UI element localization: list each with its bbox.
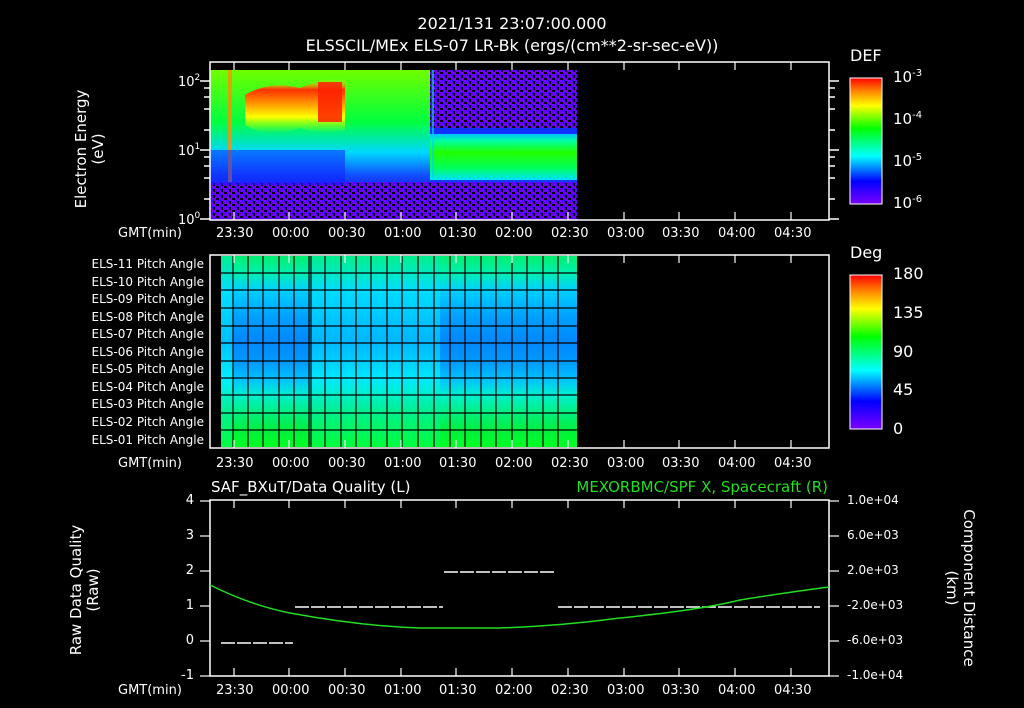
energy-tick-10: 101 [178, 142, 200, 159]
time-tick: 03:30 [662, 226, 700, 241]
time-axis-ticks [233, 62, 792, 676]
data-quality-axis-label: Raw Data Quality (Raw) [67, 510, 102, 670]
def-tick-1e-4: 10-4 [893, 110, 923, 128]
time-tick: 03:30 [662, 456, 700, 471]
dq-tick: 0 [185, 633, 194, 648]
pitch-row-label: ELS-10 Pitch Angle [91, 275, 204, 289]
time-axis-label-3: GMT(min) [118, 683, 182, 698]
time-tick: 00:30 [328, 456, 366, 471]
distance-tick: -6.0e+03 [847, 633, 904, 647]
plot-subtitle: ELSSCIL/MEx ELS-07 LR-Bk (ergs/(cm**2-sr… [305, 36, 719, 55]
deg-colorbar-title: Deg [850, 243, 883, 262]
time-tick: 04:00 [718, 456, 756, 471]
panel1-frame [209, 61, 830, 221]
dq-tick: 3 [185, 528, 194, 543]
distance-axis-label-line1: Component Distance [960, 509, 978, 667]
pitch-row-label: ELS-05 Pitch Angle [91, 362, 204, 376]
time-tick: 04:30 [774, 683, 812, 698]
deg-tick: 90 [893, 342, 914, 361]
data-quality-series [221, 571, 820, 644]
time-tick: 02:30 [551, 226, 589, 241]
spacecraft-x-series [209, 584, 830, 629]
time-tick: 03:00 [607, 456, 645, 471]
deg-tick: 45 [893, 380, 914, 399]
energy-tick-100: 102 [178, 73, 200, 90]
dq-tick: 1 [185, 598, 194, 613]
energy-axis-label-line2: (eV) [89, 133, 107, 165]
time-tick: 03:00 [607, 226, 645, 241]
panel3-y-ticks [200, 500, 839, 677]
pitch-row-label: ELS-01 Pitch Angle [91, 433, 204, 447]
time-tick: 01:30 [439, 456, 477, 471]
pitch-row-label: ELS-08 Pitch Angle [91, 310, 204, 324]
time-tick: 04:00 [718, 226, 756, 241]
def-tick-1e-3: 10-3 [893, 68, 923, 86]
pitch-angle-heatmap [221, 256, 577, 447]
time-tick: 00:00 [272, 683, 310, 698]
pitch-row-label: ELS-07 Pitch Angle [91, 327, 204, 341]
pitch-row-label: ELS-06 Pitch Angle [91, 345, 204, 359]
panel2-frame [209, 254, 830, 449]
spacecraft-x-title: MEXORBMC/SPF X, Spacecraft (R) [576, 478, 828, 496]
time-tick: 02:30 [551, 456, 589, 471]
distance-axis-label: Component Distance (km) [943, 498, 978, 678]
distance-tick: 6.0e+03 [847, 528, 899, 542]
time-tick: 03:30 [662, 683, 700, 698]
pitch-row-label: ELS-09 Pitch Angle [91, 292, 204, 306]
time-tick: 01:00 [384, 456, 422, 471]
pitch-row-label: ELS-02 Pitch Angle [91, 415, 204, 429]
time-tick: 01:30 [439, 226, 477, 241]
time-tick: 00:30 [328, 226, 366, 241]
time-tick: 00:00 [272, 456, 310, 471]
time-tick: 02:00 [495, 456, 533, 471]
panel1-left-ticks [200, 80, 839, 220]
time-tick: 02:00 [495, 683, 533, 698]
deg-tick: 135 [893, 303, 924, 322]
plot-timestamp: 2021/131 23:07:00.000 [417, 14, 607, 33]
def-colorbar [849, 77, 883, 205]
deg-colorbar [849, 274, 883, 430]
time-tick: 04:30 [774, 456, 812, 471]
def-tick-1e-6: 10-6 [893, 194, 923, 212]
deg-tick: 0 [893, 419, 904, 438]
panel3-frame [209, 499, 830, 677]
time-tick: 02:30 [551, 683, 589, 698]
time-tick: 02:00 [495, 226, 533, 241]
pitch-row-label: ELS-04 Pitch Angle [91, 380, 204, 394]
time-axis-label-2: GMT(min) [118, 456, 182, 471]
dq-tick: 4 [185, 493, 194, 508]
time-tick: 04:30 [774, 226, 812, 241]
distance-axis-label-line2: (km) [943, 570, 961, 606]
energy-axis-label-line1: Electron Energy [72, 89, 90, 209]
time-tick: 04:00 [718, 683, 756, 698]
time-tick: 01:00 [384, 683, 422, 698]
pitch-row-label: ELS-11 Pitch Angle [91, 257, 204, 271]
distance-tick: -2.0e+03 [847, 598, 904, 612]
time-tick: 23:30 [216, 683, 254, 698]
time-tick: 03:00 [607, 683, 645, 698]
data-quality-axis-label-line2: (Raw) [84, 568, 102, 612]
distance-tick: 1.0e+04 [847, 493, 899, 507]
time-tick: 01:00 [384, 226, 422, 241]
deg-tick: 180 [893, 264, 924, 283]
dq-tick: -1 [181, 668, 194, 683]
distance-tick: 2.0e+03 [847, 563, 899, 577]
data-quality-title: SAF_BXuT/Data Quality (L) [211, 478, 411, 496]
time-tick: 01:30 [439, 683, 477, 698]
def-colorbar-title: DEF [850, 46, 882, 65]
dq-tick: 2 [185, 563, 194, 578]
distance-tick: -1.0e+04 [847, 668, 904, 682]
def-tick-1e-5: 10-5 [893, 152, 923, 170]
time-tick: 23:30 [216, 456, 254, 471]
time-tick: 23:30 [216, 226, 254, 241]
energy-axis-label: Electron Energy (eV) [72, 79, 107, 219]
data-quality-axis-label-line1: Raw Data Quality [67, 524, 85, 656]
time-tick: 00:30 [328, 683, 366, 698]
time-tick: 00:00 [272, 226, 310, 241]
energy-spectrogram [210, 70, 577, 220]
pitch-row-label: ELS-03 Pitch Angle [91, 397, 204, 411]
time-axis-label-1: GMT(min) [118, 226, 182, 241]
